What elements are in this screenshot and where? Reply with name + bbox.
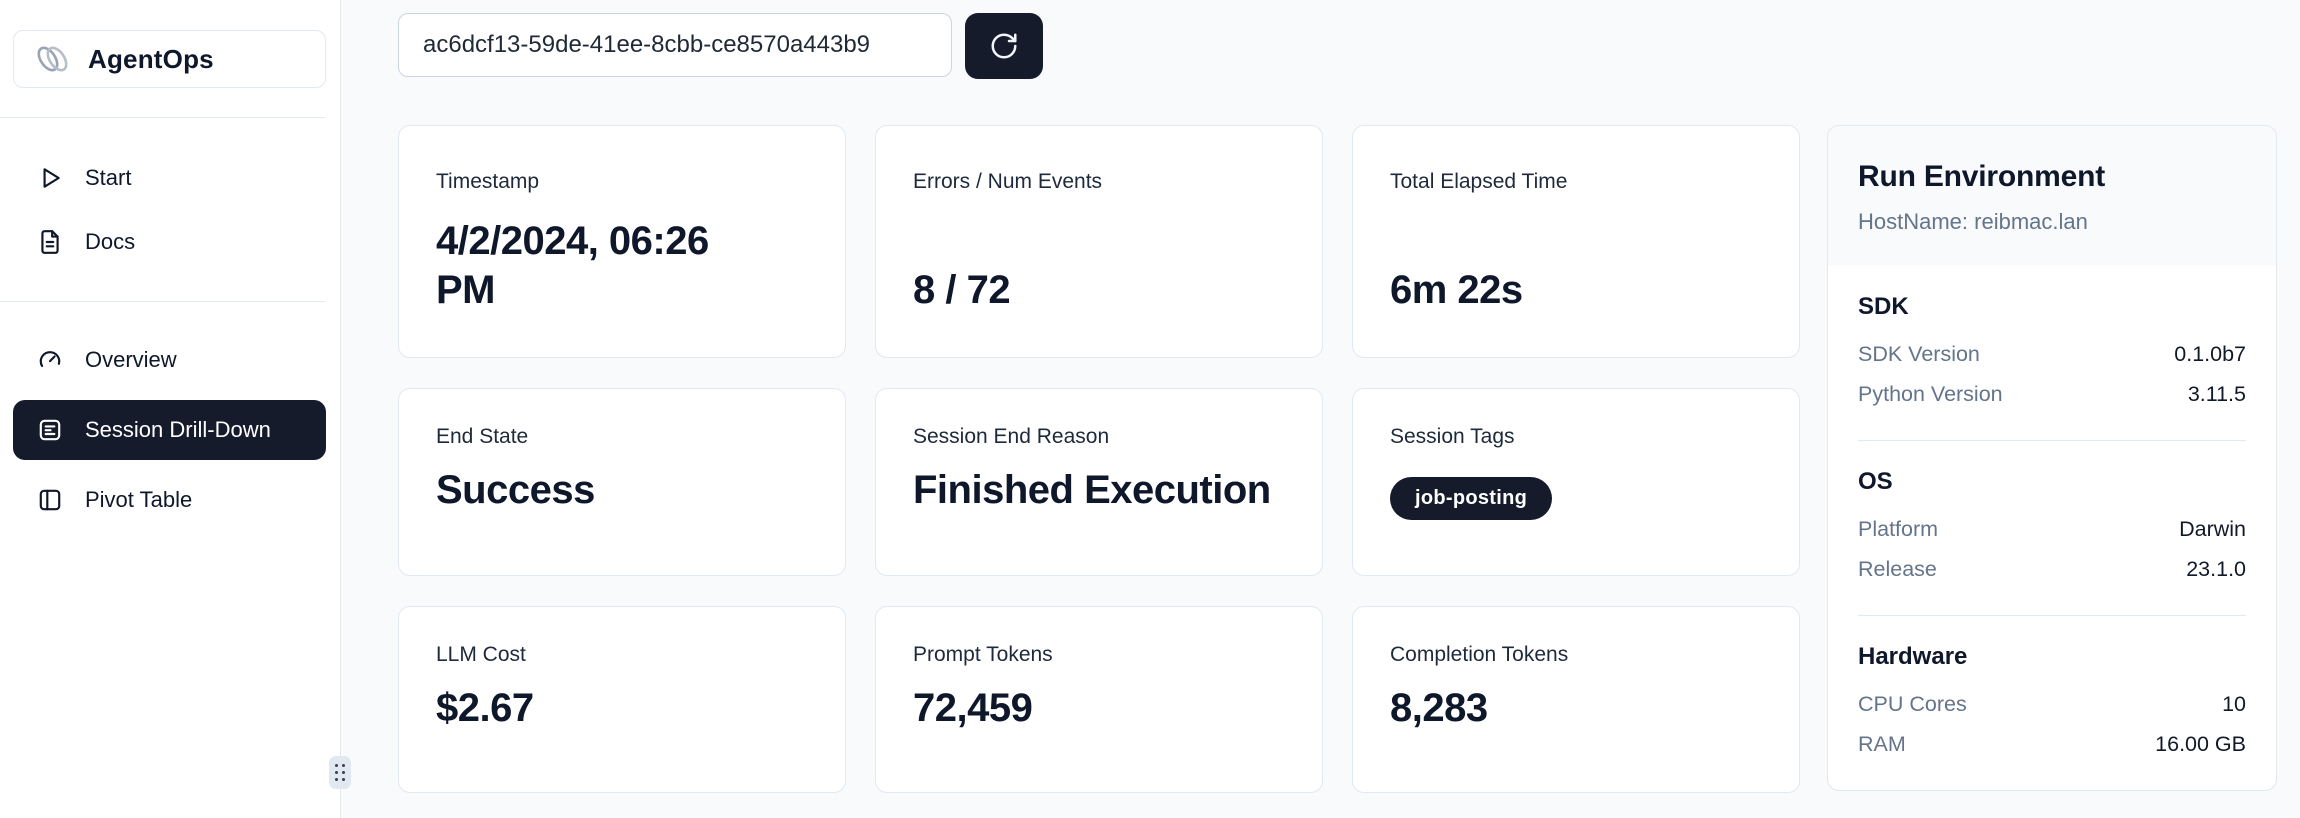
sidebar-divider <box>0 117 325 118</box>
sidebar-item-label: Docs <box>85 229 136 254</box>
card-llm-cost: LLM Cost $2.67 <box>398 606 846 793</box>
env-divider <box>1858 439 2246 441</box>
sidebar-item-session-drill-down[interactable]: Session Drill-Down <box>13 400 326 460</box>
run-environment-body: SDK SDK Version 0.1.0b7 Python Version 3… <box>1828 265 2276 790</box>
refresh-button[interactable] <box>965 13 1043 79</box>
refresh-cw-icon <box>989 31 1019 61</box>
sidebar-divider <box>0 301 325 302</box>
env-section-heading: Hardware <box>1858 642 1968 670</box>
card-label: Timestamp <box>436 170 540 193</box>
card-label: Completion Tokens <box>1390 643 1569 666</box>
env-row-label: RAM <box>1858 731 1906 756</box>
card-timestamp: Timestamp 4/2/2024, 06:26 PM <box>398 125 846 358</box>
sidebar-nav-primary: Start Docs <box>13 154 326 266</box>
env-row-label: Python Version <box>1858 381 2003 406</box>
env-row-value: 3.11.5 <box>2187 381 2246 406</box>
card-total-elapsed-time: Total Elapsed Time 6m 22s <box>1352 125 1800 358</box>
env-row-label: CPU Cores <box>1858 691 1967 716</box>
agentops-logo-icon <box>32 42 72 76</box>
env-row-label: Platform <box>1858 516 1939 541</box>
document-icon <box>37 229 63 255</box>
sidebar-item-label: Session Drill-Down <box>85 417 271 442</box>
card-label: LLM Cost <box>436 643 526 666</box>
session-tag-badge[interactable]: job-posting <box>1390 477 1553 521</box>
card-errors-num-events: Errors / Num Events 8 / 72 <box>875 125 1323 358</box>
env-row: Release 23.1.0 <box>1858 550 2246 590</box>
card-session-tags: Session Tags job-posting <box>1352 388 1800 576</box>
sidebar-resize-handle[interactable] <box>329 756 351 789</box>
session-id-input[interactable] <box>398 13 952 77</box>
env-row: SDK Version 0.1.0b7 <box>1858 335 2246 375</box>
card-value: 4/2/2024, 06:26 PM <box>436 219 709 313</box>
sidebar-item-label: Pivot Table <box>85 487 193 512</box>
card-label: Total Elapsed Time <box>1390 170 1568 193</box>
sidebar-item-label: Start <box>85 165 132 190</box>
card-label: End State <box>436 425 529 448</box>
card-label: Prompt Tokens <box>913 643 1053 666</box>
card-value: Finished Execution <box>913 468 1271 513</box>
sidebar-item-label: Overview <box>85 347 177 372</box>
env-section-heading: SDK <box>1858 293 1909 320</box>
env-section-os: OS Platform Darwin Release 23.1.0 <box>1858 468 2246 590</box>
metric-cards-grid: Timestamp 4/2/2024, 06:26 PM Errors / Nu… <box>398 125 1800 793</box>
panel-columns-icon <box>37 487 63 513</box>
card-prompt-tokens: Prompt Tokens 72,459 <box>875 606 1323 793</box>
env-row: RAM 16.00 GB <box>1858 725 2246 765</box>
env-divider <box>1858 614 2246 616</box>
env-section-hardware: Hardware CPU Cores 10 RAM 16.00 GB <box>1858 643 2246 765</box>
env-row-value: 0.1.0b7 <box>2174 342 2246 366</box>
card-session-end-reason: Session End Reason Finished Execution <box>875 388 1323 576</box>
hostname-text: HostName: reibmac.lan <box>1858 209 2088 234</box>
env-row: CPU Cores 10 <box>1858 685 2246 725</box>
card-label: Session Tags <box>1390 425 1515 448</box>
card-value: 8 / 72 <box>913 268 1011 313</box>
sidebar-item-docs[interactable]: Docs <box>13 218 326 266</box>
run-environment-header: Run Environment HostName: reibmac.lan <box>1828 126 2276 265</box>
brand-name: AgentOps <box>88 43 214 74</box>
gauge-icon <box>37 347 63 373</box>
card-value: 8,283 <box>1390 686 1488 731</box>
run-environment-panel: Run Environment HostName: reibmac.lan SD… <box>1827 125 2277 791</box>
dashboard-content: Timestamp 4/2/2024, 06:26 PM Errors / Nu… <box>398 125 2278 793</box>
play-icon <box>37 165 63 191</box>
session-toolbar <box>398 13 2278 79</box>
sidebar-item-overview[interactable]: Overview <box>13 336 326 384</box>
sidebar-item-start[interactable]: Start <box>13 154 326 202</box>
env-row: Platform Darwin <box>1858 510 2246 550</box>
card-value: 6m 22s <box>1390 268 1523 313</box>
card-value: $2.67 <box>436 686 534 731</box>
sidebar-item-pivot-table[interactable]: Pivot Table <box>13 476 326 524</box>
sidebar: AgentOps Start Docs <box>0 0 351 818</box>
env-row-label: Release <box>1858 556 1937 581</box>
sidebar-nav-secondary: Overview Session Drill-Down Pivot Tabl <box>13 336 326 524</box>
card-label: Session End Reason <box>913 425 1110 448</box>
main-content: Timestamp 4/2/2024, 06:26 PM Errors / Nu… <box>341 0 2300 818</box>
env-section-heading: OS <box>1858 467 1893 495</box>
session-tags-list: job-posting <box>1390 477 1762 521</box>
env-row-value: 10 <box>2222 691 2246 716</box>
env-row-value: 16.00 GB <box>2155 731 2246 756</box>
card-end-state: End State Success <box>398 388 846 576</box>
env-row-label: SDK Version <box>1858 342 1980 366</box>
run-environment-title: Run Environment <box>1858 160 2106 193</box>
grip-dots-icon <box>334 763 346 782</box>
card-value: Success <box>436 468 595 513</box>
card-label: Errors / Num Events <box>913 170 1103 193</box>
card-completion-tokens: Completion Tokens 8,283 <box>1352 606 1800 793</box>
card-value: 72,459 <box>913 686 1033 731</box>
brand-logo-box[interactable]: AgentOps <box>13 30 326 88</box>
list-note-icon <box>37 417 63 443</box>
env-row-value: Darwin <box>2179 516 2246 541</box>
env-row: Python Version 3.11.5 <box>1858 375 2246 415</box>
env-row-value: 23.1.0 <box>2186 556 2246 581</box>
env-section-sdk: SDK SDK Version 0.1.0b7 Python Version 3… <box>1858 293 2246 415</box>
